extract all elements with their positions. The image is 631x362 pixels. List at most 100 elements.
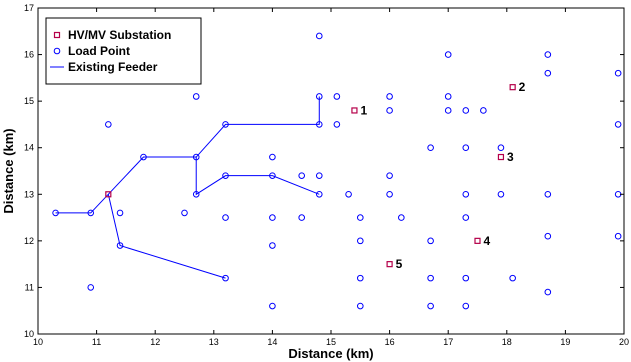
feeder-line bbox=[107, 194, 226, 279]
legend-feeder-label: Existing Feeder bbox=[68, 60, 158, 74]
y-tick-label: 12 bbox=[24, 236, 34, 246]
load-point bbox=[269, 172, 276, 179]
load-point bbox=[427, 237, 434, 245]
load-point bbox=[116, 209, 124, 217]
load-point bbox=[357, 274, 364, 282]
feeder-line bbox=[195, 157, 320, 196]
load-point bbox=[333, 121, 341, 128]
substation-marker bbox=[105, 191, 112, 198]
load-point bbox=[315, 93, 323, 100]
load-point bbox=[462, 302, 470, 310]
load-point bbox=[386, 107, 393, 114]
load-point bbox=[544, 232, 552, 240]
substation-label: 5 bbox=[396, 257, 403, 271]
load-point bbox=[269, 242, 276, 249]
load-point bbox=[386, 172, 393, 179]
load-point bbox=[116, 242, 124, 249]
y-tick-label: 11 bbox=[25, 282, 34, 292]
load-point bbox=[222, 214, 229, 221]
y-tick-label: 16 bbox=[24, 50, 34, 60]
x-tick-label: 11 bbox=[92, 337, 101, 347]
load-point bbox=[386, 190, 393, 198]
load-point bbox=[181, 209, 188, 217]
legend-box bbox=[45, 17, 202, 85]
x-tick-label: 16 bbox=[385, 337, 395, 347]
load-point bbox=[298, 214, 306, 221]
load-point bbox=[444, 93, 452, 100]
load-point bbox=[427, 302, 434, 310]
load-point bbox=[357, 214, 364, 221]
x-tick-label: 15 bbox=[326, 337, 336, 347]
load-point bbox=[462, 214, 470, 221]
load-point bbox=[509, 274, 516, 282]
load-point bbox=[444, 51, 452, 58]
load-point bbox=[192, 190, 200, 198]
substation-marker bbox=[351, 107, 358, 114]
legend-substation-label: HV/MV Substation bbox=[68, 28, 171, 42]
load-point bbox=[462, 107, 470, 114]
x-axis-label: Distance (km) bbox=[288, 346, 373, 361]
load-point bbox=[444, 107, 452, 114]
load-point bbox=[140, 153, 147, 161]
load-point bbox=[427, 144, 434, 152]
load-point bbox=[544, 190, 552, 198]
legend: HV/MV Substation Load Point Existing Fee… bbox=[45, 17, 202, 85]
feeder-lines bbox=[55, 96, 320, 279]
substation-marker bbox=[474, 237, 481, 244]
legend-substation-marker bbox=[53, 31, 61, 39]
x-tick-label: 18 bbox=[502, 337, 512, 347]
load-point bbox=[222, 172, 229, 179]
load-point bbox=[544, 288, 552, 296]
load-point bbox=[386, 93, 393, 100]
load-point bbox=[462, 144, 470, 152]
x-tick-label: 20 bbox=[619, 337, 629, 347]
load-point bbox=[427, 274, 434, 282]
load-point bbox=[269, 302, 276, 310]
load-point bbox=[462, 190, 470, 198]
load-point bbox=[462, 274, 470, 282]
load-point bbox=[497, 144, 505, 152]
legend-load-label: Load Point bbox=[68, 44, 130, 58]
load-point bbox=[87, 209, 95, 217]
substation-marker bbox=[386, 261, 393, 268]
load-point bbox=[52, 209, 59, 217]
load-point bbox=[87, 284, 95, 291]
load-point bbox=[480, 107, 487, 114]
y-tick-label: 10 bbox=[24, 329, 34, 339]
load-point bbox=[315, 121, 323, 128]
substation-label: 1 bbox=[360, 103, 367, 117]
load-point bbox=[497, 190, 505, 198]
y-tick-label: 13 bbox=[24, 189, 34, 199]
substation-label: 4 bbox=[484, 234, 491, 248]
load-point bbox=[614, 232, 622, 240]
x-tick-label: 10 bbox=[33, 337, 43, 347]
load-point bbox=[315, 32, 323, 40]
x-axis-ticks: 10 11 12 13 14 15 16 17 18 19 20 bbox=[33, 8, 629, 347]
x-tick-label: 19 bbox=[560, 337, 570, 347]
y-tick-label: 17 bbox=[24, 3, 34, 13]
load-point bbox=[398, 214, 405, 221]
load-point bbox=[345, 190, 352, 198]
x-tick-label: 12 bbox=[150, 337, 160, 347]
load-point bbox=[222, 274, 229, 282]
substations: 1 2 3 4 5 bbox=[105, 80, 526, 271]
substation-label: 3 bbox=[507, 150, 514, 164]
load-point bbox=[192, 93, 200, 100]
x-tick-label: 13 bbox=[209, 337, 219, 347]
substation-label: 2 bbox=[519, 80, 526, 94]
load-point bbox=[333, 93, 341, 100]
load-point bbox=[544, 51, 552, 58]
load-point bbox=[269, 153, 276, 161]
load-point bbox=[298, 172, 306, 179]
load-point bbox=[357, 302, 364, 310]
load-point bbox=[105, 121, 112, 128]
load-point bbox=[614, 121, 622, 128]
load-points bbox=[52, 32, 622, 310]
load-point bbox=[614, 69, 622, 77]
y-tick-label: 15 bbox=[24, 96, 34, 106]
x-tick-label: 17 bbox=[443, 337, 453, 347]
load-point bbox=[269, 214, 276, 221]
feeder-line bbox=[55, 193, 109, 214]
